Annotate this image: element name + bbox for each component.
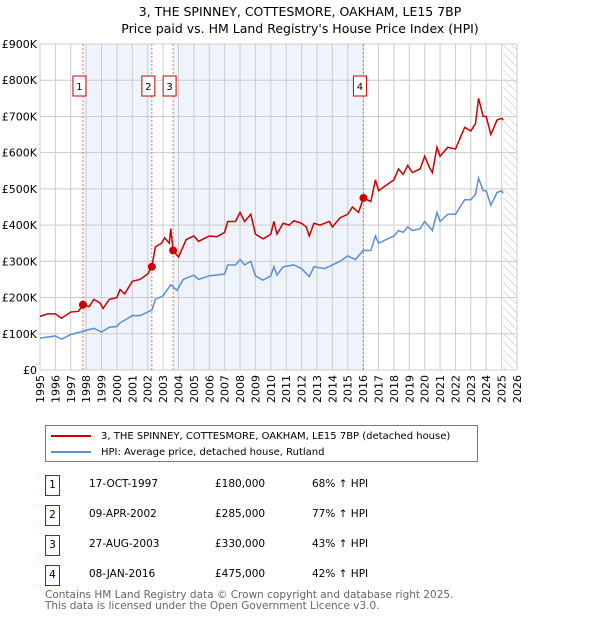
x-tick-label: 2019 — [403, 375, 416, 403]
sale-date: 08-JAN-2016 — [89, 568, 156, 580]
legend-line-blue — [51, 451, 91, 453]
legend-item-property: 3, THE SPINNEY, COTTESMORE, OAKHAM, LE15… — [51, 429, 450, 443]
y-tick-label: £900K — [2, 38, 38, 51]
x-tick-label: 1997 — [65, 375, 78, 403]
x-tick-label: 2008 — [234, 375, 247, 403]
sale-number-badge: 3 — [45, 535, 60, 556]
y-tick-label: £600K — [2, 147, 38, 160]
chart-subtitle: Price paid vs. HM Land Registry's House … — [121, 21, 479, 36]
chart-title: 3, THE SPINNEY, COTTESMORE, OAKHAM, LE15… — [138, 4, 462, 19]
x-tick-label: 2020 — [419, 375, 432, 403]
sale-price: £475,000 — [215, 568, 266, 580]
legend: 3, THE SPINNEY, COTTESMORE, OAKHAM, LE15… — [45, 425, 478, 462]
sale-label-box — [72, 75, 87, 97]
transaction-row: 1 17-OCT-1997 £180,000 68% ↑ HPI — [45, 475, 445, 496]
footer-line: This data is licensed under the Open Gov… — [45, 600, 380, 612]
hpi-change: 68% ↑ HPI — [312, 478, 369, 490]
x-tick-label: 1999 — [96, 375, 109, 403]
sale-point — [169, 246, 178, 255]
x-tick-label: 2007 — [219, 375, 232, 403]
sale-label-box — [352, 75, 367, 97]
transaction-row: 4 08-JAN-2016 £475,000 42% ↑ HPI — [45, 565, 445, 586]
legend-label: HPI: Average price, detached house, Rutl… — [101, 446, 325, 458]
y-tick-label: £300K — [2, 255, 38, 268]
y-tick-label: £500K — [2, 183, 38, 196]
y-tick-label: £700K — [2, 110, 38, 123]
sale-label: 2 — [145, 82, 151, 93]
x-tick-label: 2023 — [465, 375, 478, 403]
x-tick-label: 1998 — [80, 375, 93, 403]
x-tick-label: 2013 — [311, 375, 324, 403]
sale-number-badge: 2 — [45, 505, 60, 526]
sale-price: £180,000 — [215, 478, 266, 490]
x-tick-label: 2014 — [326, 375, 339, 403]
sale-point — [359, 193, 368, 202]
x-tick-label: 2006 — [203, 375, 216, 403]
sale-point — [147, 262, 156, 271]
x-tick-label: 2000 — [111, 375, 124, 403]
x-tick-label: 2021 — [434, 375, 447, 403]
y-tick-label: £0 — [23, 364, 37, 377]
price-chart: 1995 1996 1997 1998 1999 2000 2001 2002 2003 2004… — [2, 38, 524, 403]
x-tick-label: 2016 — [357, 375, 370, 403]
hpi-change: 43% ↑ HPI — [312, 538, 369, 550]
x-tick-label: 2003 — [157, 375, 170, 403]
x-tick-label: 2015 — [342, 375, 355, 403]
sale-date: 27-AUG-2003 — [89, 538, 160, 550]
y-tick-label: £200K — [2, 292, 38, 305]
y-tick-label: £100K — [2, 328, 38, 341]
transaction-row: 2 09-APR-2002 £285,000 77% ↑ HPI — [45, 505, 445, 526]
x-tick-label: 2025 — [496, 375, 509, 403]
x-tick-label: 2001 — [126, 375, 139, 403]
transaction-row: 3 27-AUG-2003 £330,000 43% ↑ HPI — [45, 535, 445, 556]
sale-label: 1 — [76, 82, 82, 93]
legend-line-red — [51, 435, 91, 437]
x-tick-label: 2005 — [188, 375, 201, 403]
sale-label-box — [162, 75, 177, 97]
sale-label: 3 — [166, 82, 172, 93]
plot-border — [39, 43, 518, 371]
hpi-change: 77% ↑ HPI — [312, 508, 369, 520]
series-line — [39, 98, 504, 320]
x-tick-label: 2009 — [249, 375, 262, 403]
y-tick-label: £800K — [2, 74, 38, 87]
sale-number-badge: 4 — [45, 565, 60, 586]
x-tick-label: 2018 — [388, 375, 401, 403]
shaded-period — [173, 44, 364, 370]
footer: Contains HM Land Registry data © Crown c… — [45, 590, 453, 612]
sale-label-box — [141, 75, 156, 97]
sale-price: £285,000 — [215, 508, 266, 520]
footer-line: Contains HM Land Registry data © Crown c… — [45, 589, 454, 601]
x-tick-label: 2022 — [449, 375, 462, 403]
sale-point — [78, 300, 87, 309]
sale-label: 4 — [357, 82, 363, 93]
sale-number-badge: 1 — [45, 475, 60, 496]
x-tick-label: 2004 — [172, 375, 185, 403]
y-tick-label: £400K — [2, 219, 38, 232]
sale-date: 17-OCT-1997 — [89, 478, 158, 490]
hpi-change: 42% ↑ HPI — [312, 568, 369, 580]
series-line — [39, 175, 504, 341]
future-hatch — [503, 44, 517, 370]
x-tick-label: 1996 — [49, 375, 62, 403]
x-tick-label: 2012 — [296, 375, 309, 403]
sale-price: £330,000 — [215, 538, 266, 550]
x-tick-label: 1995 — [34, 375, 47, 403]
x-tick-label: 2017 — [373, 375, 386, 403]
x-tick-label: 2011 — [280, 375, 293, 403]
x-tick-label: 2024 — [480, 375, 493, 403]
x-tick-label: 2002 — [142, 375, 155, 403]
legend-item-hpi: HPI: Average price, detached house, Rutl… — [51, 445, 324, 459]
sale-date: 09-APR-2002 — [89, 508, 157, 520]
x-tick-label: 2026 — [511, 375, 524, 403]
x-tick-label: 2010 — [265, 375, 278, 403]
legend-label: 3, THE SPINNEY, COTTESMORE, OAKHAM, LE15… — [101, 430, 451, 442]
